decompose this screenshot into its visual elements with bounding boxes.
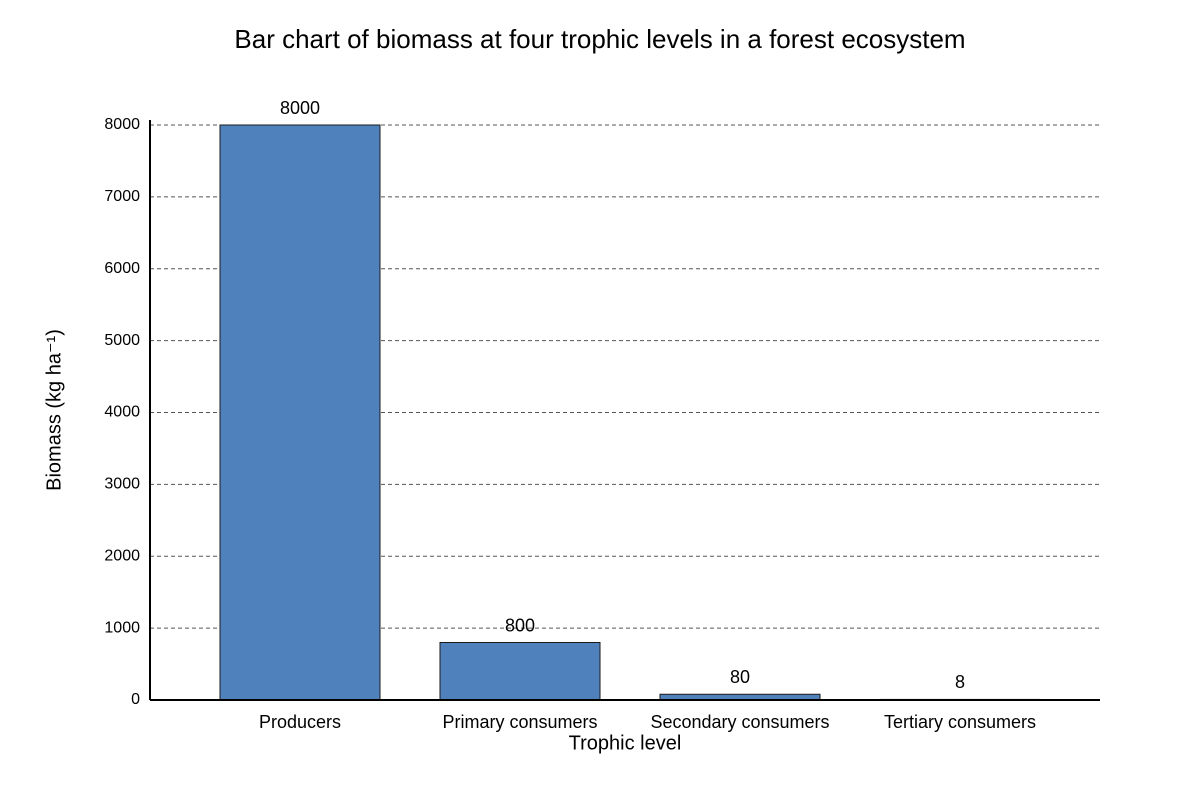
x-tick-label: Primary consumers	[442, 712, 597, 732]
x-tick-label: Secondary consumers	[650, 712, 829, 732]
x-axis-label: Trophic level	[569, 732, 682, 754]
y-tick-label: 3000	[104, 476, 140, 493]
value-label: 80	[730, 667, 750, 687]
value-label: 8000	[280, 98, 320, 118]
y-axis-label: Biomass (kg ha⁻¹)	[43, 329, 65, 491]
y-tick-label: 4000	[104, 404, 140, 421]
x-tick-label: Producers	[259, 712, 341, 732]
bar	[219, 124, 381, 701]
x-tick-label: Tertiary consumers	[884, 712, 1036, 732]
y-tick-label: 1000	[104, 619, 140, 636]
y-tick-label: 2000	[104, 547, 140, 564]
y-tick-label: 0	[131, 691, 140, 708]
y-tick-label: 6000	[104, 260, 140, 277]
y-tick-label: 7000	[104, 188, 140, 205]
chart-title: Bar chart of biomass at four trophic lev…	[234, 24, 965, 54]
value-label: 800	[505, 615, 535, 635]
bar	[439, 642, 601, 701]
y-tick-label: 5000	[104, 332, 140, 349]
y-tick-label: 8000	[104, 116, 140, 133]
value-label: 8	[955, 672, 965, 692]
